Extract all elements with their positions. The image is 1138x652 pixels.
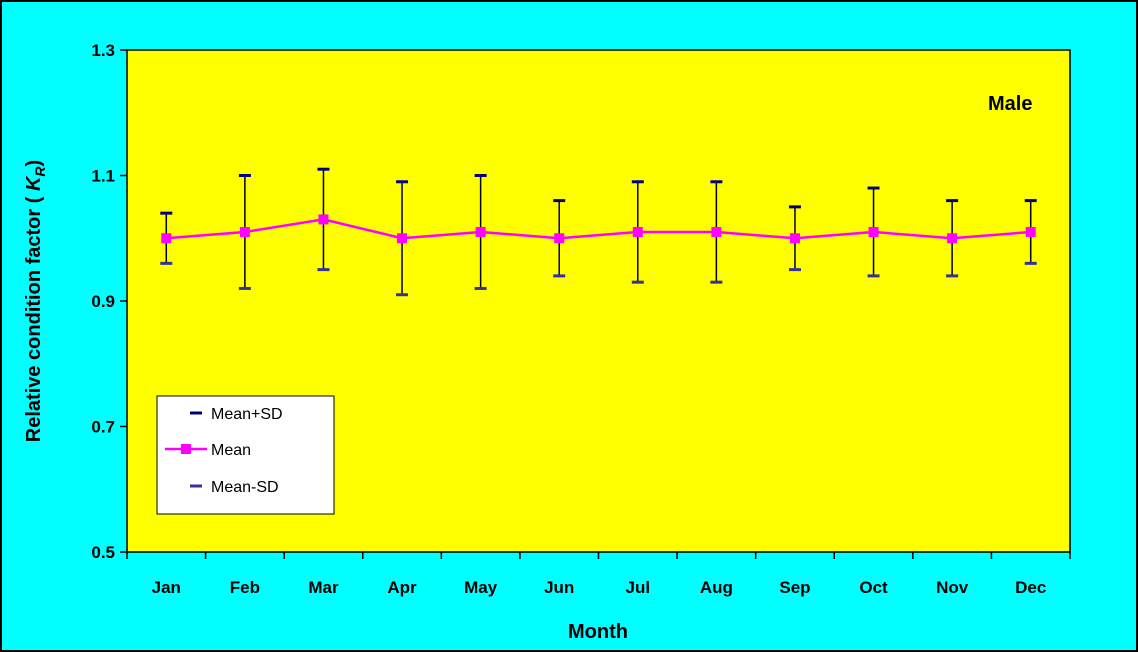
legend-label-mean-minus-sd: Mean-SD — [211, 479, 279, 496]
x-axis: Jan Feb Mar Apr May Jun Jul Aug Sep Oct Nov Dec — [126, 552, 1071, 597]
y-axis: 0.5 0.7 0.9 1.1 1.3 — [91, 41, 127, 562]
mean-point — [789, 233, 800, 244]
mean-markers — [161, 214, 1036, 244]
y-tick-label: 0.9 — [91, 292, 115, 311]
x-tick-label: Oct — [859, 578, 888, 597]
x-tick-label: Sep — [779, 578, 810, 597]
mean-point — [1025, 226, 1036, 237]
legend-box — [156, 395, 335, 515]
legend-label-mean: Mean — [211, 442, 251, 459]
legend: Mean+SD Mean Mean-SD — [156, 395, 335, 515]
y-axis-title: Relative condition factor ( KR) — [23, 160, 48, 442]
x-tick-label: May — [464, 578, 498, 597]
legend-swatch-mean-marker — [181, 444, 191, 454]
mean-point — [868, 226, 879, 237]
x-tick-label: Dec — [1015, 578, 1046, 597]
y-axis-title-prefix: Relative condition factor ( — [23, 191, 45, 442]
y-tick-label: 0.7 — [91, 418, 115, 437]
x-tick-label: Jun — [544, 578, 574, 597]
mean-point — [161, 233, 172, 244]
mean-point — [318, 214, 329, 225]
mean-point — [947, 233, 958, 244]
y-axis-title-suffix: ) — [23, 160, 45, 167]
x-tick-label: Jan — [152, 578, 181, 597]
x-axis-title: Month — [568, 621, 628, 643]
y-axis-title-symbol: K — [23, 175, 45, 191]
mean-point — [239, 226, 250, 237]
mean-point — [632, 226, 643, 237]
y-tick-label: 1.3 — [91, 41, 115, 60]
y-tick-label: 0.5 — [91, 543, 115, 562]
mean-series-line — [166, 218, 1031, 240]
mean-point — [554, 233, 565, 244]
mean-point — [397, 233, 408, 244]
y-tick-label: 1.1 — [91, 167, 115, 186]
mean-point — [711, 226, 722, 237]
x-tick-label: Nov — [936, 578, 969, 597]
mean-point — [475, 226, 486, 237]
x-tick-label: Jul — [626, 578, 651, 597]
y-axis-title-subscript: R — [32, 166, 48, 177]
x-tick-label: Apr — [387, 578, 417, 597]
x-tick-label: Feb — [230, 578, 260, 597]
x-tick-label: Mar — [308, 578, 339, 597]
legend-label-mean-plus-sd: Mean+SD — [211, 406, 283, 423]
chart-annotation: Male — [988, 93, 1032, 115]
x-tick-label: Aug — [700, 578, 733, 597]
